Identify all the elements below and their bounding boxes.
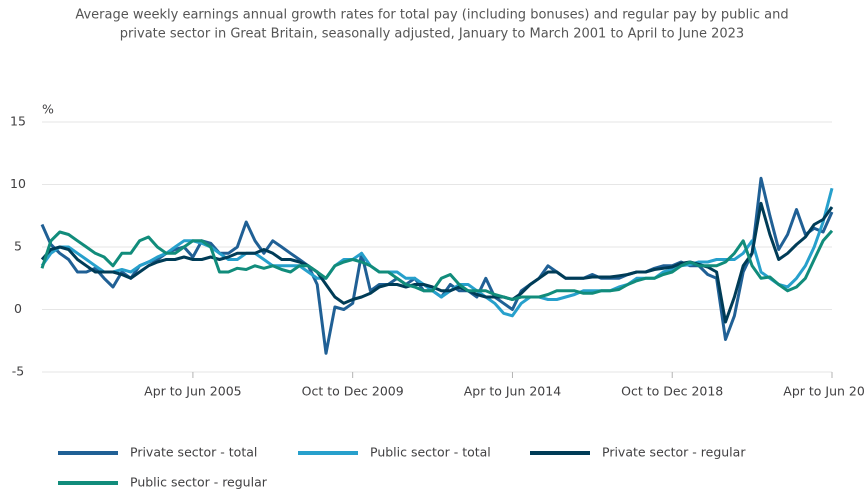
series-line: [40, 187, 834, 318]
y-axis-label: %: [42, 102, 54, 117]
series-line: [40, 229, 834, 301]
x-tick-label: Apr to Jun 2005: [144, 384, 241, 399]
x-tick-label: Oct to Dec 2009: [302, 384, 404, 399]
y-tick-label: 10: [10, 176, 26, 191]
y-tick-label: 0: [14, 301, 22, 316]
x-tick-label: Apr to Jun 2014: [464, 384, 561, 399]
legend-label: Private sector - total: [130, 445, 257, 460]
y-tick-label: 15: [10, 114, 26, 129]
x-tick-label: Oct to Dec 2018: [621, 384, 723, 399]
legend-label: Public sector - total: [370, 445, 491, 460]
x-tick-label: Apr to Jun 2023: [783, 384, 865, 399]
y-tick-label: -5: [12, 364, 24, 379]
series-line: [40, 201, 834, 324]
chart-title: Average weekly earnings annual growth ra…: [75, 8, 788, 23]
legend-label: Private sector - regular: [602, 445, 746, 460]
chart-title: private sector in Great Britain, seasona…: [120, 27, 744, 42]
y-tick-label: 5: [14, 239, 22, 254]
legend-label: Public sector - regular: [130, 475, 268, 490]
